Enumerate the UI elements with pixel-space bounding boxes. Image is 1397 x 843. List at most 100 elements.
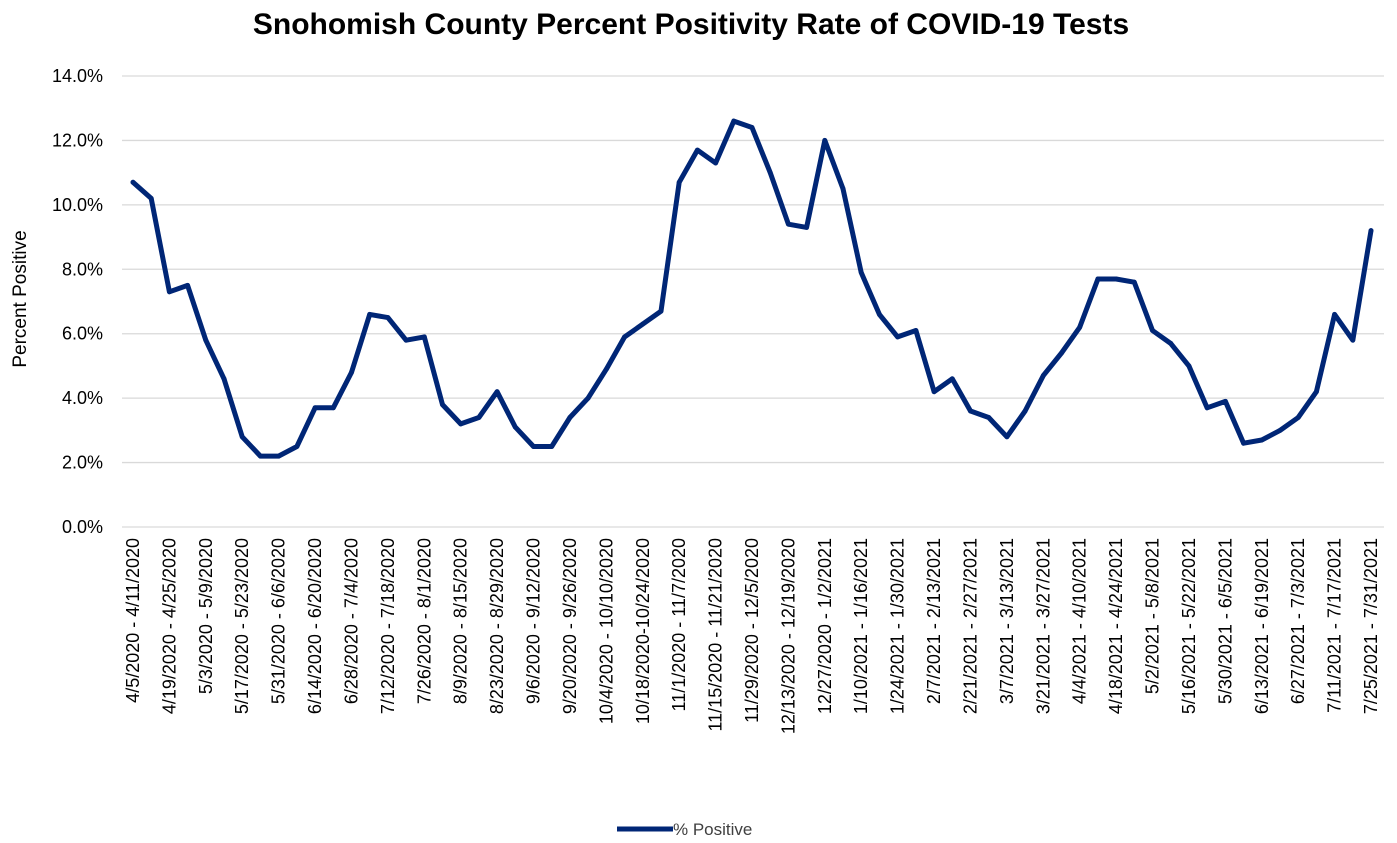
data-point bbox=[1295, 415, 1301, 420]
x-tick-label: 6/27/2021 - 7/3/2021 bbox=[1288, 538, 1308, 704]
x-tick-label: 4/5/2020 - 4/11/2020 bbox=[123, 538, 143, 703]
x-tick-label: 7/26/2020 - 8/1/2020 bbox=[414, 538, 434, 704]
y-tick-label: 6.0% bbox=[62, 324, 103, 344]
x-tick-label: 4/4/2021 - 4/10/2021 bbox=[1070, 538, 1090, 704]
x-tick-label: 1/24/2021 - 1/30/2021 bbox=[888, 538, 908, 714]
x-tick-label: 6/14/2020 - 6/20/2020 bbox=[305, 538, 325, 714]
data-point bbox=[1186, 363, 1192, 369]
data-point bbox=[130, 179, 136, 185]
legend-label: % Positive bbox=[673, 820, 752, 839]
x-tick-label: 6/28/2020 - 7/4/2020 bbox=[341, 538, 361, 704]
data-point bbox=[1368, 228, 1374, 234]
data-point bbox=[276, 453, 282, 459]
x-tick-label: 12/27/2020 - 1/2/2021 bbox=[815, 538, 835, 714]
x-tick-label: 6/13/2021 - 6/19/2021 bbox=[1252, 538, 1272, 714]
data-point bbox=[1131, 279, 1137, 285]
x-tick-label: 4/18/2021 - 4/24/2021 bbox=[1106, 538, 1126, 714]
x-tick-label: 7/12/2020 - 7/18/2020 bbox=[378, 538, 398, 714]
data-point bbox=[1150, 328, 1155, 333]
data-point bbox=[804, 225, 810, 230]
x-tick-label: 5/30/2021 - 6/5/2021 bbox=[1215, 538, 1235, 704]
y-axis-label: Percent Positive bbox=[10, 230, 31, 367]
data-point bbox=[877, 311, 882, 317]
data-point bbox=[1022, 408, 1028, 414]
data-point bbox=[403, 337, 409, 343]
data-point bbox=[567, 415, 573, 420]
x-tick-label: 9/6/2020 - 9/12/2020 bbox=[524, 538, 544, 704]
data-point bbox=[1168, 340, 1174, 346]
data-point bbox=[694, 147, 700, 153]
x-tick-label: 12/13/2020 - 12/19/2020 bbox=[778, 538, 798, 734]
data-point bbox=[1241, 440, 1246, 446]
data-point bbox=[1113, 276, 1119, 282]
y-tick-label: 2.0% bbox=[62, 453, 103, 473]
x-tick-label: 7/11/2021 - 7/17/2021 bbox=[1325, 538, 1345, 713]
data-point bbox=[330, 405, 336, 411]
x-tick-label: 5/2/2021 - 5/8/2021 bbox=[1143, 538, 1163, 694]
data-point bbox=[385, 315, 391, 321]
data-point bbox=[221, 376, 227, 382]
data-point bbox=[1259, 437, 1265, 443]
data-point bbox=[658, 308, 664, 314]
data-point bbox=[840, 186, 846, 192]
data-point bbox=[531, 444, 536, 449]
data-point bbox=[949, 376, 955, 382]
x-tick-label: 1/10/2021 - 1/16/2021 bbox=[851, 538, 871, 714]
y-tick-label: 12.0% bbox=[52, 130, 103, 150]
data-point bbox=[458, 421, 464, 427]
data-point bbox=[603, 366, 609, 372]
series-layer bbox=[130, 118, 1374, 459]
y-tick-label: 4.0% bbox=[62, 388, 103, 408]
data-point bbox=[731, 118, 737, 124]
data-point bbox=[1277, 427, 1283, 433]
data-point bbox=[203, 337, 209, 343]
data-point bbox=[167, 289, 172, 295]
y-tick-label: 0.0% bbox=[62, 517, 103, 537]
x-tick-label: 8/9/2020 - 8/15/2020 bbox=[451, 538, 471, 704]
data-point bbox=[367, 311, 373, 317]
data-point bbox=[494, 389, 500, 395]
data-point bbox=[895, 334, 901, 340]
x-tick-label: 4/19/2020 - 4/25/2020 bbox=[159, 538, 179, 714]
data-point bbox=[676, 179, 682, 185]
data-point bbox=[749, 125, 755, 130]
data-point bbox=[931, 389, 937, 395]
x-axis-ticks: 4/5/2020 - 4/11/2020 4/19/2020 - 4/25/202… bbox=[123, 538, 1381, 734]
data-point bbox=[1095, 276, 1101, 282]
data-point bbox=[294, 444, 300, 449]
data-point bbox=[640, 321, 646, 327]
x-tick-label: 10/18/2020-10/24/2020 bbox=[633, 538, 653, 724]
data-point bbox=[1332, 311, 1337, 317]
data-point bbox=[767, 170, 773, 176]
legend: % Positive bbox=[617, 820, 752, 839]
data-point bbox=[622, 334, 627, 340]
data-point bbox=[549, 444, 555, 449]
x-tick-label: 11/29/2020 - 12/5/2020 bbox=[742, 538, 762, 723]
y-tick-label: 8.0% bbox=[62, 259, 103, 279]
chart-title: Snohomish County Percent Positivity Rate… bbox=[253, 8, 1129, 41]
data-point bbox=[349, 369, 354, 375]
data-point bbox=[440, 402, 445, 407]
y-tick-label: 14.0% bbox=[52, 66, 103, 86]
data-point bbox=[476, 415, 482, 420]
y-axis-ticks: 0.0% 2.0% 4.0% 6.0% 8.0% 10.0% 12.0% 14.0% bbox=[52, 66, 103, 537]
x-tick-label: 11/1/2020 - 11/7/2020 bbox=[669, 538, 689, 711]
x-tick-label: 11/15/2020 - 11/21/2020 bbox=[706, 538, 726, 732]
x-tick-label: 5/3/2020 - 5/9/2020 bbox=[196, 538, 216, 694]
x-tick-label: 3/7/2021 - 3/13/2021 bbox=[997, 538, 1017, 704]
data-point bbox=[148, 196, 154, 201]
data-point bbox=[968, 408, 973, 414]
x-tick-label: 2/21/2021 - 2/27/2021 bbox=[960, 538, 980, 714]
data-point bbox=[786, 221, 791, 227]
data-point bbox=[713, 160, 718, 166]
x-tick-label: 5/16/2021 - 5/22/2021 bbox=[1179, 538, 1199, 714]
data-point bbox=[1077, 324, 1083, 330]
data-point bbox=[913, 328, 919, 333]
data-point bbox=[185, 282, 191, 288]
gridlines bbox=[122, 75, 1384, 528]
data-point bbox=[1059, 350, 1064, 356]
data-point bbox=[258, 453, 263, 459]
data-point bbox=[1204, 405, 1210, 411]
data-point bbox=[858, 270, 864, 275]
